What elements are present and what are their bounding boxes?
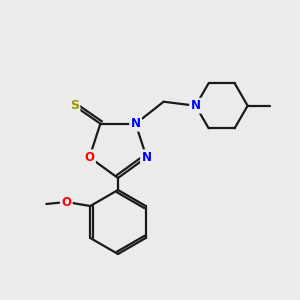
Text: N: N	[142, 151, 152, 164]
Text: O: O	[85, 151, 94, 164]
Text: O: O	[61, 196, 71, 208]
Text: S: S	[70, 99, 79, 112]
Text: N: N	[190, 99, 201, 112]
Text: N: N	[130, 117, 141, 130]
